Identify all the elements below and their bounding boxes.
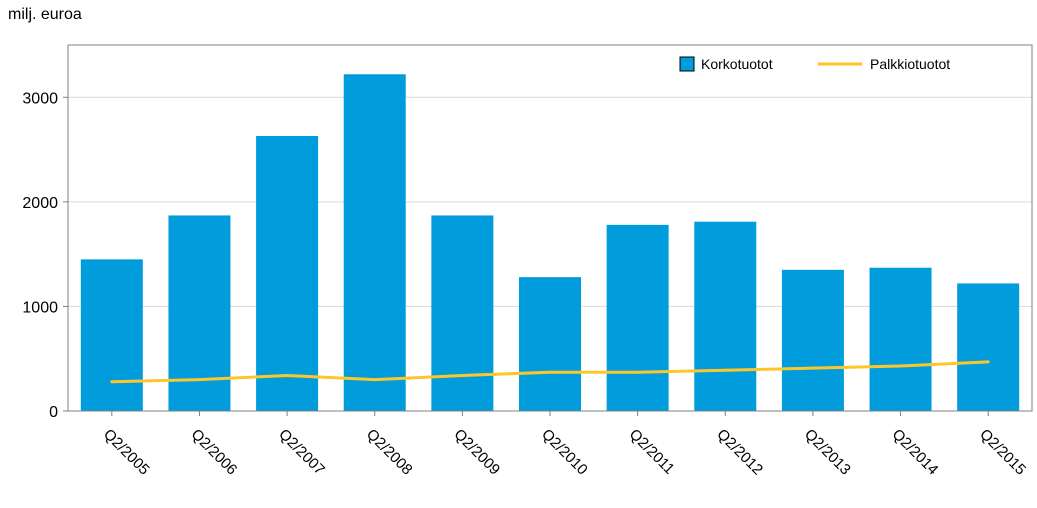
bar xyxy=(694,221,757,411)
line-point xyxy=(110,380,114,384)
x-tick-label: Q2/2007 xyxy=(275,426,328,479)
y-axis-unit-label: milj. euroa xyxy=(8,6,82,23)
line-point xyxy=(197,378,201,382)
bar xyxy=(957,283,1020,411)
y-tick-label: 2000 xyxy=(22,195,58,212)
x-tick-label: Q2/2013 xyxy=(801,426,854,479)
line-series xyxy=(110,360,990,384)
legend-label: Palkkiotuotot xyxy=(870,56,950,72)
y-tick-label: 0 xyxy=(49,404,58,421)
x-tick-label: Q2/2006 xyxy=(188,426,241,479)
x-tick-label: Q2/2012 xyxy=(713,426,766,479)
line-point xyxy=(285,373,289,377)
line-point xyxy=(811,366,815,370)
y-tick-label: 1000 xyxy=(22,299,58,316)
line-point xyxy=(986,360,990,364)
x-tick-label: Q2/2008 xyxy=(363,426,416,479)
line-point xyxy=(723,368,727,372)
x-tick-label: Q2/2009 xyxy=(451,426,504,479)
y-axis-ticks: 0 1000 2000 3000 xyxy=(22,90,68,421)
bar xyxy=(781,269,844,411)
line-point xyxy=(548,370,552,374)
x-tick-label: Q2/2015 xyxy=(976,426,1029,479)
line-point xyxy=(636,370,640,374)
bar xyxy=(869,267,932,411)
x-tick-label: Q2/2011 xyxy=(626,426,678,478)
legend-label: Korkotuotot xyxy=(701,56,773,72)
bar xyxy=(256,135,319,411)
x-axis-ticks: Q2/2005 Q2/2006 Q2/2007 Q2/2008 Q2/2009 Q2/20… xyxy=(100,411,1029,479)
bar xyxy=(80,259,143,411)
bar xyxy=(606,224,669,411)
x-tick-label: Q2/2010 xyxy=(538,426,591,479)
bar-series xyxy=(80,74,1020,411)
line-point xyxy=(373,378,377,382)
bar xyxy=(168,215,231,411)
bar xyxy=(519,277,581,411)
x-tick-label: Q2/2014 xyxy=(889,426,942,479)
y-tick-label: 3000 xyxy=(22,90,58,107)
line-point xyxy=(899,364,903,368)
bar xyxy=(343,74,406,411)
legend: Korkotuotot Palkkiotuotot xyxy=(679,56,950,72)
bar xyxy=(431,215,494,411)
x-tick-label: Q2/2005 xyxy=(100,426,153,479)
legend-swatch-bar xyxy=(679,56,695,72)
line-point xyxy=(460,373,464,377)
